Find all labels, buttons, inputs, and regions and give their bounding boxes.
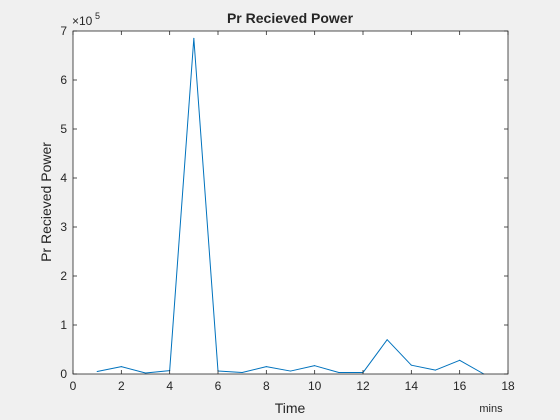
y-tick-label: 0 bbox=[60, 367, 67, 381]
x-tick-label: 8 bbox=[263, 379, 270, 393]
y-tick-label: 7 bbox=[60, 24, 67, 38]
plot-area bbox=[73, 31, 508, 374]
data-point bbox=[290, 370, 291, 372]
x-tick-label: 16 bbox=[453, 379, 467, 393]
y-exponent-base: ×10 bbox=[72, 14, 93, 28]
y-tick-label: 5 bbox=[60, 122, 67, 136]
y-exponent-power: 5 bbox=[95, 11, 100, 21]
x-axis-unit-label: mins bbox=[479, 403, 503, 415]
data-point bbox=[265, 366, 267, 368]
data-point bbox=[145, 372, 146, 374]
data-point bbox=[338, 372, 340, 374]
y-tick-label: 3 bbox=[60, 220, 67, 234]
x-tick-label: 4 bbox=[166, 379, 173, 393]
chart-title: Pr Recieved Power bbox=[227, 10, 354, 26]
data-point bbox=[410, 364, 412, 366]
x-tick-label: 12 bbox=[356, 379, 370, 393]
x-tick-label: 14 bbox=[405, 379, 419, 393]
y-tick-label: 2 bbox=[60, 269, 67, 283]
x-tick-label: 18 bbox=[501, 379, 515, 393]
data-point bbox=[96, 371, 98, 373]
axes-box bbox=[72, 30, 509, 375]
x-axis-label: Time bbox=[275, 400, 306, 416]
x-tick-label: 10 bbox=[308, 379, 322, 393]
data-point bbox=[386, 339, 388, 341]
series-layer bbox=[96, 37, 485, 375]
y-axis-label: Pr Recieved Power bbox=[38, 142, 54, 262]
data-point bbox=[435, 369, 436, 371]
y-tick-label: 4 bbox=[60, 171, 67, 185]
data-point bbox=[120, 366, 122, 368]
x-tick-label: 0 bbox=[70, 379, 77, 393]
data-point bbox=[241, 372, 243, 374]
x-tick-label: 6 bbox=[215, 379, 222, 393]
data-point bbox=[314, 365, 316, 367]
data-point bbox=[459, 359, 461, 361]
data-point bbox=[193, 37, 195, 39]
x-tick-label: 2 bbox=[118, 379, 125, 393]
y-tick-label: 6 bbox=[60, 73, 67, 87]
y-tick-label: 1 bbox=[60, 318, 67, 332]
